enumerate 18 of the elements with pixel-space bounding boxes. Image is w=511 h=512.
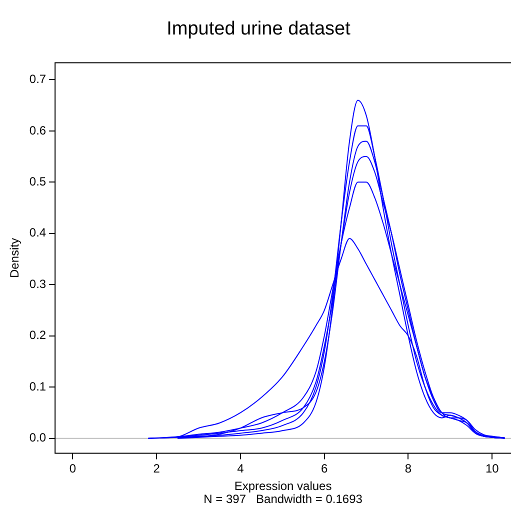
y-tick-label: 0.7 (29, 72, 46, 86)
y-tick-label: 0.1 (29, 379, 46, 394)
y-tick-label: 0.5 (29, 174, 46, 188)
x-tick-label: 8 (404, 462, 412, 476)
y-tick-label: 0.0 (29, 430, 46, 445)
x-tick-label: 6 (321, 462, 328, 476)
x-tick-label: 4 (237, 462, 244, 476)
y-tick-label: 0.6 (29, 123, 46, 138)
y-tick-label: 0.4 (29, 226, 46, 240)
chart-title: Imputed urine dataset (166, 18, 352, 40)
y-tick-label: 0.3 (29, 276, 46, 291)
text: N = 397 Bandwidth = 0.1693 (204, 492, 363, 506)
x-axis-title: Expression values (234, 479, 332, 494)
y-axis-title: Density (8, 238, 22, 278)
y-tick-label: 0.2 (29, 328, 46, 342)
x-tick-label: 2 (153, 462, 160, 476)
x-tick-label: 0 (69, 462, 76, 476)
x-tick-label: 10 (485, 462, 500, 476)
